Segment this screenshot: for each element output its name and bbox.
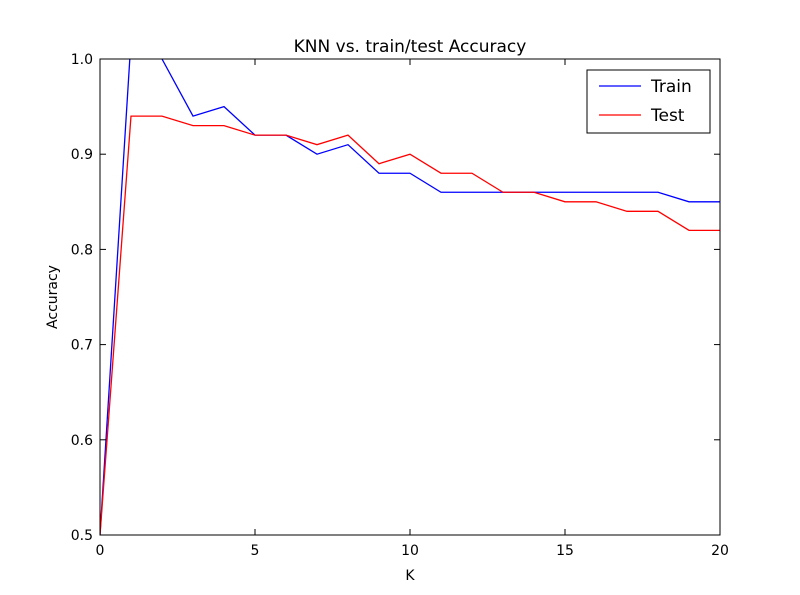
x-tick-label: 10 [401, 543, 419, 559]
y-tick-label: 0.8 [71, 242, 93, 258]
x-tick-label: 5 [251, 543, 260, 559]
chart-title: KNN vs. train/test Accuracy [294, 37, 527, 57]
y-axis-label: Accuracy [45, 265, 61, 329]
x-axis-label: K [405, 568, 415, 584]
y-tick-label: 0.9 [71, 147, 93, 163]
ticks-layer: 0 5 10 15 20 0.5 0.6 0.7 0.8 0.9 1.0 [71, 52, 729, 559]
y-tick-label: 0.5 [71, 528, 93, 544]
x-tick-label: 20 [711, 543, 729, 559]
series-layer [100, 59, 720, 535]
legend-label-train: Train [650, 77, 692, 97]
series-line-train [100, 59, 720, 535]
y-tick-label: 0.6 [71, 433, 93, 449]
legend-frame [586, 69, 711, 134]
series-line-test [100, 115, 720, 535]
legend-label-test: Test [650, 106, 685, 126]
x-tick-label: 0 [96, 543, 105, 559]
legend: Train Test [586, 69, 711, 134]
y-tick-label: 0.7 [71, 338, 93, 354]
y-tick-label: 1.0 [71, 52, 93, 68]
x-tick-label: 15 [556, 543, 574, 559]
